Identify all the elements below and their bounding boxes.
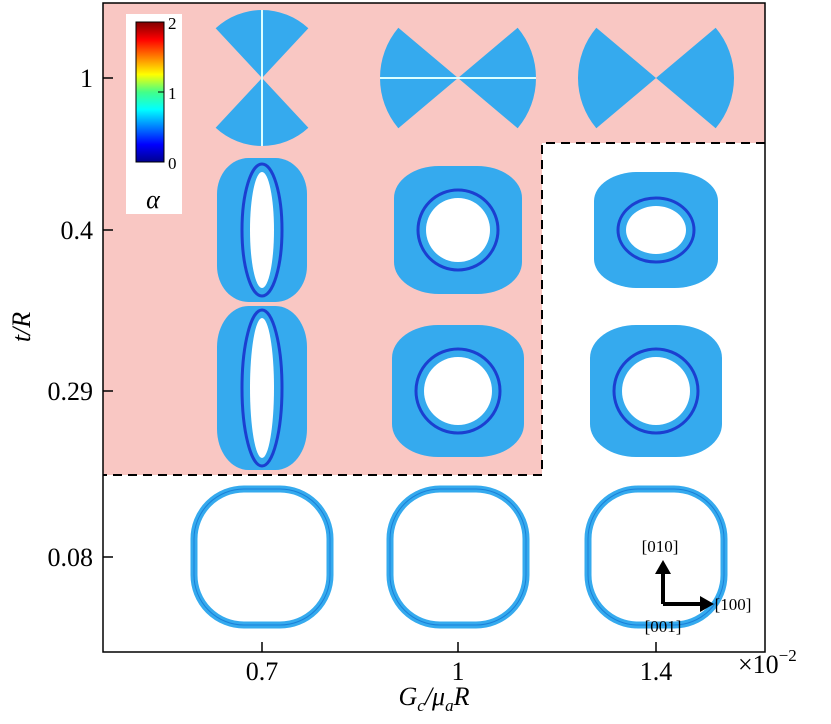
inset-label: [001] [645, 617, 682, 636]
hole [240, 308, 284, 468]
x-axis-label: Gc/μaR [399, 682, 470, 715]
simulation-images [190, 9, 735, 629]
hole [414, 347, 502, 435]
ring [386, 485, 530, 629]
y-tick-label: 0.29 [48, 377, 94, 406]
y-label: t/R [7, 312, 36, 342]
hole [416, 188, 500, 272]
bowtie [578, 27, 735, 129]
colorbar-tick-label: 2 [168, 14, 177, 33]
y-tick-label: 1 [80, 64, 93, 93]
x-label-part: R [453, 682, 470, 711]
x-label-part: c [417, 696, 425, 715]
hole [612, 347, 700, 435]
colorbar-label: α [146, 185, 161, 214]
x-label-part: G [399, 682, 418, 711]
x-label-part: /μ [423, 682, 445, 711]
x-tick-label: 1 [452, 657, 465, 686]
hole [616, 196, 696, 264]
multiplier-exponent: −2 [779, 646, 797, 665]
ring [190, 485, 334, 629]
phase-boundary [103, 142, 765, 476]
x-label-part: a [445, 696, 454, 715]
hole [424, 357, 492, 425]
y-tick-label: 0.4 [61, 216, 94, 245]
inset-label: [100] [715, 595, 752, 614]
x-multiplier: ×10−2 [738, 646, 797, 679]
colorbar-tick-label: 0 [168, 154, 177, 173]
multiplier-base: ×10 [738, 650, 779, 679]
x-tick-label: 1.4 [640, 657, 673, 686]
orientation-inset: [010] [100] [001] [642, 537, 752, 636]
ring [389, 488, 527, 626]
axes-frame [102, 2, 766, 653]
ring [193, 488, 331, 626]
x-tick-label: 0.7 [246, 657, 279, 686]
hole [250, 172, 274, 288]
colorbar-tick-label: 1 [168, 84, 177, 103]
hole [250, 318, 274, 458]
x-label: Gc/μaR [399, 682, 470, 715]
hole [240, 162, 284, 298]
hole [626, 206, 686, 254]
hole [622, 357, 690, 425]
ring [587, 488, 725, 626]
hole [426, 198, 490, 262]
y-tick-label: 0.08 [48, 543, 94, 572]
inset-label: [010] [642, 537, 679, 556]
